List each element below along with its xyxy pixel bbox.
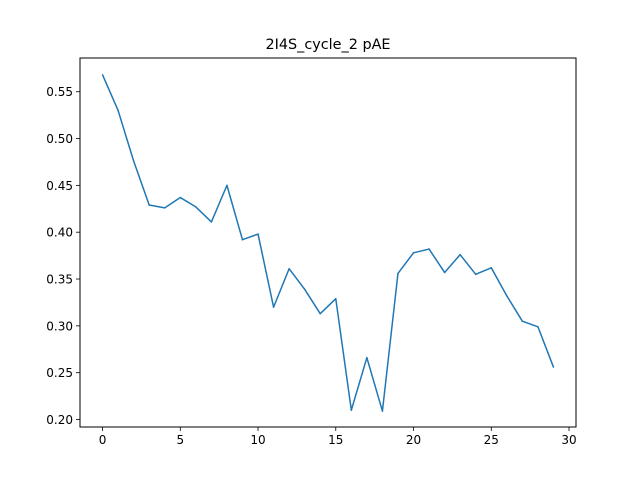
x-tick-label: 30 [561, 433, 576, 447]
data-point [132, 160, 135, 162]
x-tick-label: 0 [99, 433, 107, 447]
data-point [490, 267, 493, 269]
x-tick-label: 15 [328, 433, 343, 447]
x-tick-label: 25 [484, 433, 499, 447]
data-point [226, 184, 228, 187]
data-point [163, 207, 166, 209]
data-point [412, 252, 415, 254]
x-tick-label: 10 [250, 433, 265, 447]
data-point [381, 410, 384, 412]
y-tick-label: 0.40 [46, 226, 73, 240]
data-point [366, 356, 368, 359]
data-point [241, 238, 244, 241]
y-tick-label: 0.25 [46, 366, 73, 380]
series-layer [101, 74, 555, 412]
data-point [335, 297, 337, 300]
data-point [459, 253, 461, 256]
data-point [319, 312, 321, 315]
data-point [257, 233, 259, 235]
data-point [506, 295, 508, 297]
data-point [443, 271, 446, 274]
data-point [303, 288, 306, 291]
data-point [288, 267, 290, 270]
x-tick-label: 20 [406, 433, 421, 447]
data-point [179, 196, 182, 199]
y-axis: 0.20 0.25 0.30 0.35 0.40 0.45 0.50 0.55 [46, 85, 80, 427]
data-point [474, 273, 477, 276]
data-point [428, 248, 430, 250]
y-tick-label: 0.20 [46, 413, 73, 427]
x-axis: 0 5 10 15 20 25 30 [99, 427, 577, 447]
data-point [117, 109, 119, 112]
y-tick-label: 0.35 [46, 273, 73, 287]
data-point [272, 306, 275, 308]
data-point [537, 326, 539, 328]
data-point [350, 409, 353, 411]
x-tick-label: 5 [176, 433, 184, 447]
data-point [148, 204, 150, 206]
plot-frame [79, 57, 577, 428]
y-tick-label: 0.30 [46, 319, 73, 333]
data-point [101, 74, 104, 76]
y-tick-label: 0.50 [46, 132, 73, 146]
data-point [210, 221, 213, 223]
data-point [195, 206, 197, 208]
series-line-0 [101, 74, 555, 412]
data-point [552, 366, 555, 368]
data-point [521, 320, 524, 322]
chart-title: 2I4S_cycle_2 pAE [265, 37, 390, 53]
y-tick-label: 0.55 [46, 85, 73, 99]
y-tick-label: 0.45 [46, 179, 73, 193]
data-point [397, 272, 399, 275]
